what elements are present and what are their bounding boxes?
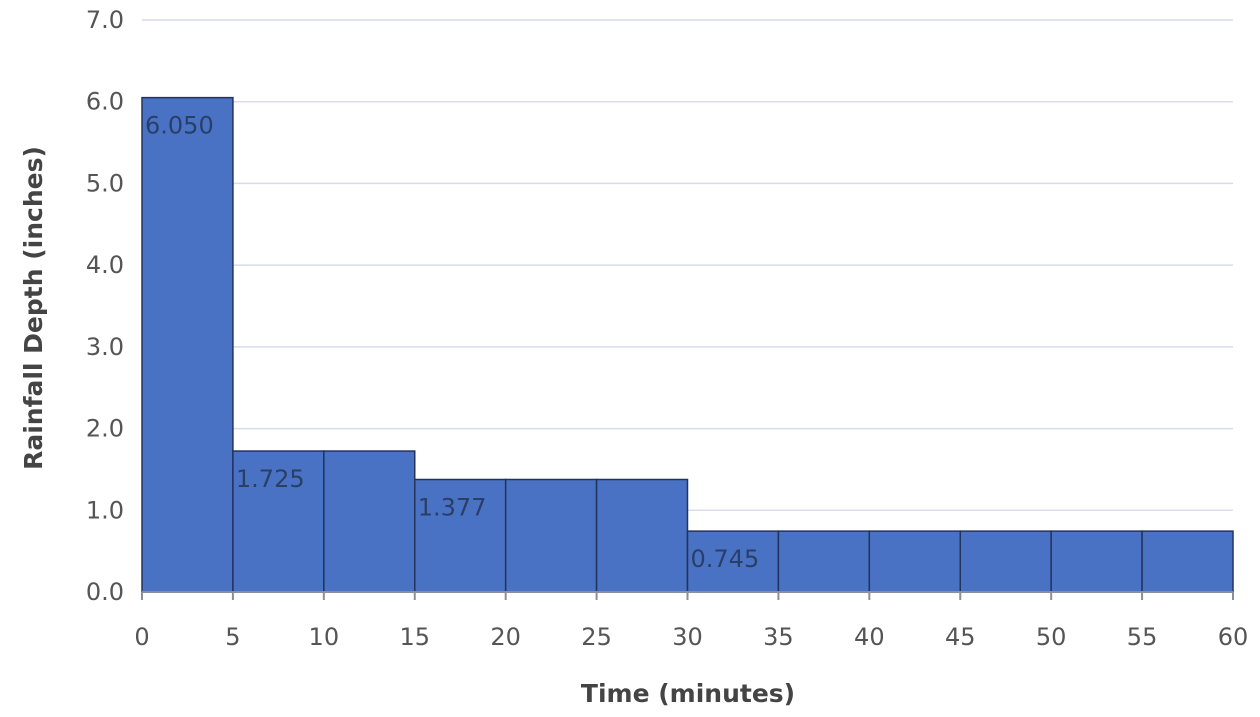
y-tick-labels: 0.0 1.0 2.0 3.0 4.0 5.0 6.0 7.0: [86, 6, 124, 606]
data-label: 1.377: [418, 493, 487, 521]
histogram-bar-9: [959, 530, 1052, 593]
y-axis-title: Rainfall Depth (inches): [19, 146, 48, 470]
x-tick-label: 30: [672, 623, 703, 651]
x-tick-label: 5: [225, 623, 240, 651]
x-tick-label: 45: [945, 623, 976, 651]
x-tick-label: 20: [490, 623, 521, 651]
histogram-bar-2: [323, 450, 416, 593]
x-tick-label: 55: [1127, 623, 1158, 651]
histogram-bars: [141, 96, 1234, 593]
y-tick-label: 3.0: [86, 333, 124, 361]
x-tick-label: 35: [763, 623, 794, 651]
y-tick-label: 7.0: [86, 6, 124, 34]
data-label: 0.745: [691, 545, 760, 573]
x-tick-label: 60: [1218, 623, 1249, 651]
histogram-bar-11: [1141, 530, 1234, 593]
data-labels: 6.050 1.725 1.377 0.745: [145, 112, 759, 573]
histogram-bar-8: [868, 530, 961, 593]
y-tick-label: 4.0: [86, 251, 124, 279]
y-tick-label: 0.0: [86, 578, 124, 606]
histogram-bar-7: [777, 530, 871, 593]
x-axis-title: Time (minutes): [581, 679, 795, 708]
y-tick-label: 6.0: [86, 88, 124, 116]
axes: [141, 591, 1234, 600]
histogram-bar-10: [1050, 530, 1143, 593]
data-label: 6.050: [145, 112, 214, 140]
y-tick-label: 5.0: [86, 169, 124, 197]
x-tick-label: 25: [581, 623, 612, 651]
x-tick-label: 0: [134, 623, 149, 651]
histogram-bar-5: [595, 478, 689, 593]
x-tick-label: 40: [854, 623, 885, 651]
histogram-bar-6: [686, 530, 780, 593]
data-label: 1.725: [236, 465, 305, 493]
histogram-bar-4: [504, 478, 598, 593]
gridlines: [142, 19, 1233, 512]
x-tick-label: 15: [399, 623, 430, 651]
x-tick-labels: 0 5 10 15 20 25 30 35 40 45 50 55 60: [134, 623, 1248, 651]
y-tick-label: 2.0: [86, 415, 124, 443]
y-tick-label: 1.0: [86, 496, 124, 524]
x-tick-label: 10: [309, 623, 340, 651]
histogram-bar-0: [141, 96, 234, 593]
x-tick-label: 50: [1036, 623, 1067, 651]
histogram-bar-3: [414, 478, 507, 593]
